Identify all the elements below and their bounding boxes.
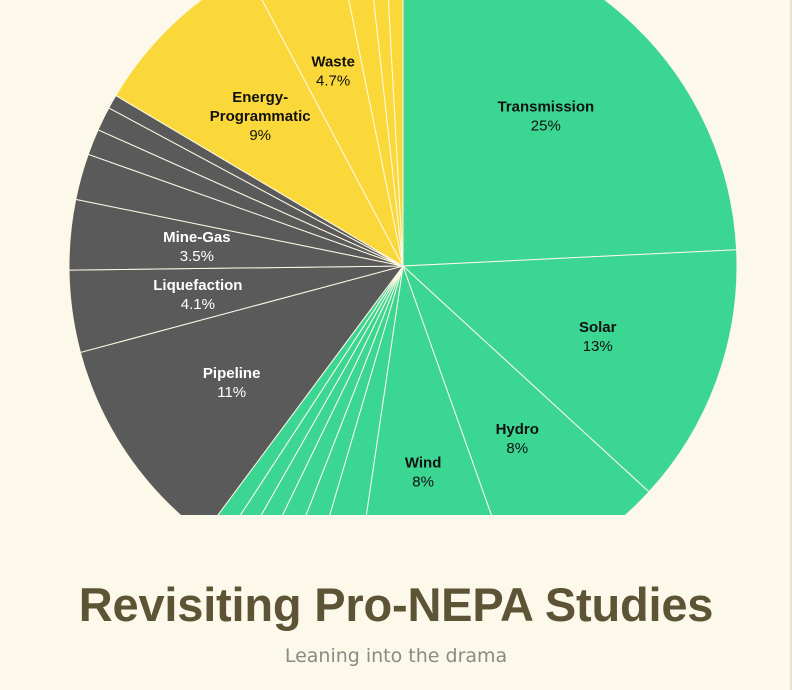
pie-chart: Transmission 25% Solar 13% Hydro 8% Wind 8% Pipe… [68,0,738,515]
slice-value-mine-gas: 3.5% [180,248,214,265]
slice-value-wind: 8% [412,474,434,491]
slice-label-pipeline: Pipeline [203,365,261,382]
slice-label-wind: Wind [405,455,442,472]
pie-slice-transmission [402,0,738,267]
pie-slice-wind [365,265,492,515]
slice-value-hydro: 8% [506,440,528,457]
hero-text: Revisiting Pro-NEPA Studies Leaning into… [0,575,792,667]
slice-label-mine-gas: Mine-Gas [163,229,231,246]
pie-slice-unlabeled-20 [373,0,404,267]
slice-value-solar: 13% [583,338,613,355]
pie-slice-solar [401,249,738,493]
slice-value-transmission: 25% [531,118,561,135]
slice-value-waste: 4.7% [316,73,350,90]
slice-value-energy-programmatic: 9% [249,127,271,144]
pie-slice-pipeline [79,265,405,515]
slice-label-liquefaction: Liquefaction [153,277,242,294]
pie-chart-svg: Transmission 25% Solar 13% Hydro 8% Wind 8% Pipe… [68,0,738,515]
slice-label-hydro: Hydro [496,421,539,438]
page-title: Revisiting Pro-NEPA Studies [78,578,714,631]
right-edge-divider [790,0,792,690]
slice-label-energy-programmatic: Programmatic [210,108,311,125]
pie-slice-waste [261,0,404,267]
slice-label-transmission: Transmission [497,99,594,116]
pie-slice-hydro [402,265,650,515]
page-subtitle: Leaning into the drama [284,645,508,667]
slice-value-pipeline: 11% [217,384,246,401]
pie-slice-energy-programmatic [115,0,405,268]
slice-label-solar: Solar [579,319,617,336]
pie-slice-unlabeled-19 [348,0,404,267]
pie-slice-unlabeled-21 [387,0,404,267]
slice-label-energy-programmatic: Energy- [232,89,288,106]
slice-label-waste: Waste [311,54,355,71]
slice-value-liquefaction: 4.1% [181,296,215,313]
